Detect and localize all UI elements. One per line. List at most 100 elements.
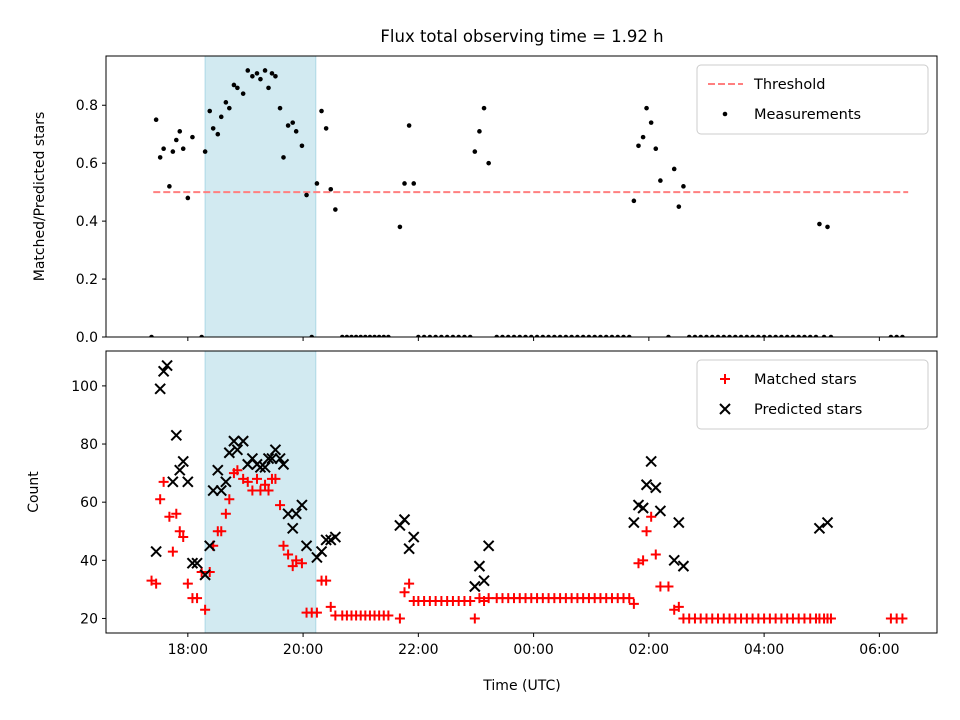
measurement-point	[299, 143, 305, 149]
measurement-point	[586, 334, 592, 337]
predicted-star-point	[231, 444, 244, 456]
matched-star-point	[394, 613, 405, 624]
predicted-star-point	[677, 560, 690, 572]
predicted-star-point	[228, 435, 240, 447]
predicted-star-point	[640, 479, 653, 491]
measurement-point	[416, 334, 421, 337]
measurement-point	[293, 129, 299, 134]
measurement-point	[671, 166, 677, 172]
measurement-point	[546, 334, 551, 337]
measurement-point	[258, 76, 263, 82]
matched-star-point	[263, 485, 274, 496]
measurement-point	[207, 108, 213, 114]
measurement-point	[626, 334, 632, 337]
predicted-star-point	[277, 458, 290, 471]
measurement-point	[900, 334, 905, 337]
predicted-star-point	[482, 540, 495, 552]
measurement-point	[433, 334, 438, 337]
matched-star-point	[628, 598, 639, 609]
measurement-point	[290, 120, 296, 125]
measurement-point	[557, 334, 563, 337]
measurement-point	[676, 204, 682, 209]
predicted-star-point	[259, 461, 271, 473]
predicted-star-point	[212, 464, 224, 476]
legend-matched-swatch	[720, 374, 730, 384]
x-tick-label: 18:00	[168, 642, 208, 658]
x-tick-label: 22:00	[398, 642, 438, 658]
y-tick-label: 0.6	[76, 156, 98, 172]
matched-star-point	[204, 566, 215, 577]
predicted-star-point	[290, 508, 302, 520]
measurement-point	[773, 334, 778, 337]
predicted-star-point	[403, 542, 415, 555]
matched-star-point	[465, 596, 476, 607]
legend-entry-label: Measurements	[754, 107, 861, 123]
plot-area	[146, 351, 908, 633]
measurement-point	[353, 334, 359, 337]
measurement-point	[648, 120, 654, 125]
y-tick-label: 0.0	[76, 330, 98, 346]
measurement-point	[756, 334, 761, 337]
matched-star-point	[469, 613, 480, 624]
measurement-point	[319, 108, 324, 114]
measurement-point	[406, 123, 412, 128]
measurement-point	[523, 334, 528, 337]
measurement-point	[372, 334, 377, 337]
measurement-point	[185, 195, 191, 201]
matched-star-point	[287, 561, 298, 572]
measurement-point	[784, 334, 790, 337]
measurement-point	[825, 224, 830, 230]
measurement-point	[517, 334, 523, 337]
matched-star-point	[220, 508, 231, 519]
predicted-star-point	[154, 383, 166, 395]
measurement-point	[767, 334, 773, 337]
legend-predicted-swatch	[719, 403, 731, 415]
measurement-point	[358, 334, 364, 337]
y-tick-label: 0.8	[76, 98, 98, 114]
measurement-point	[381, 334, 387, 337]
measurement-point	[277, 105, 283, 111]
measurement-point	[402, 181, 407, 186]
measurement-point	[344, 334, 350, 337]
predicted-star-point	[296, 499, 308, 511]
measurement-point	[727, 334, 732, 337]
matched-star-point	[641, 526, 652, 537]
measurement-point	[686, 334, 692, 337]
measurement-point	[481, 105, 487, 111]
matched-star-point	[164, 511, 175, 522]
measurement-point	[376, 334, 382, 337]
measurement-point	[817, 221, 822, 227]
measurement-point	[439, 334, 444, 337]
matched-star-point	[174, 526, 185, 537]
measurement-point	[328, 186, 334, 192]
axes-frame	[105, 55, 938, 338]
measurement-point	[621, 334, 626, 337]
measurement-point	[231, 82, 237, 88]
measurement-point	[511, 334, 517, 337]
measurement-point	[563, 334, 569, 337]
matched-star-point	[404, 578, 415, 589]
measurement-point	[821, 334, 827, 337]
measurement-point	[273, 73, 278, 79]
plot-area	[149, 56, 909, 337]
measurement-point	[149, 334, 154, 337]
measurement-point	[323, 126, 329, 131]
predicted-star-point	[637, 502, 649, 514]
top-panel-ratio: 0.0 0.2 0.4 0.6 0.8 Matched/Predicted stars Th…	[32, 55, 938, 346]
predicted-star-point	[645, 455, 657, 468]
measurement-point	[807, 334, 813, 337]
matched-star-point	[296, 558, 307, 569]
measurement-point	[262, 68, 268, 73]
measurement-point	[653, 146, 659, 152]
measurement-point	[161, 146, 166, 152]
predicted-star-point	[274, 452, 286, 465]
legend-box	[696, 64, 929, 135]
matched-star-point	[182, 578, 193, 589]
x-tick-label: 02:00	[629, 642, 669, 658]
legend-box	[696, 359, 929, 430]
predicted-star-point	[262, 452, 275, 465]
measurement-point	[421, 334, 427, 337]
y-tick-label: 20	[80, 611, 98, 627]
measurement-point	[177, 129, 183, 134]
